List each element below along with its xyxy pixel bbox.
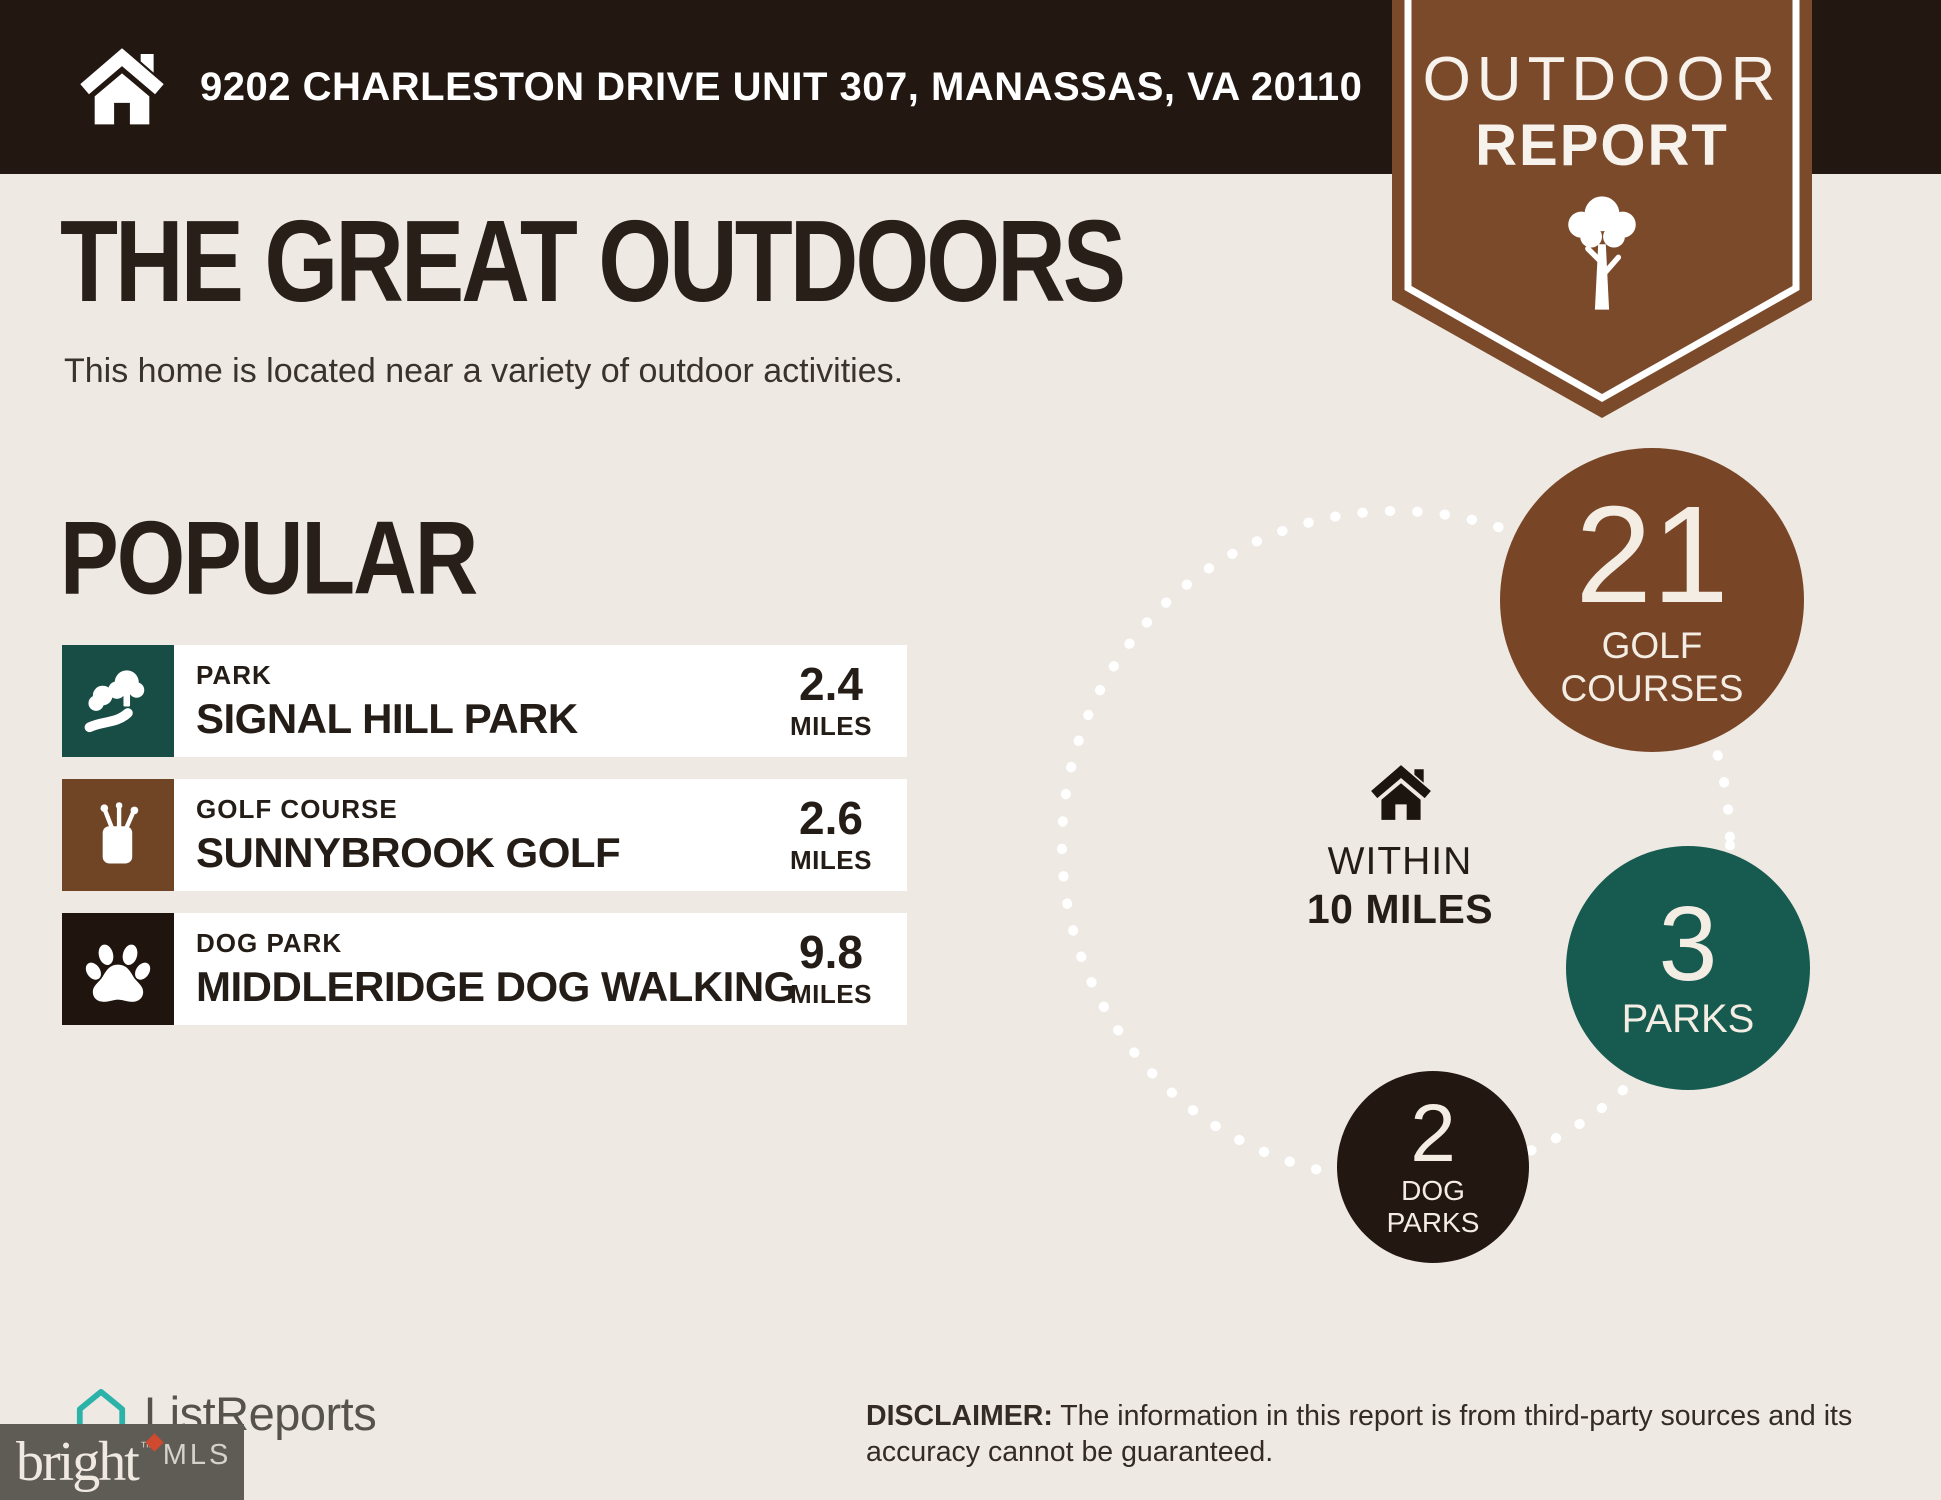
park-distance: 2.4 MILES (761, 645, 907, 757)
category-label: DOG PARK (196, 927, 343, 958)
disclaimer-label: DISCLAIMER: (866, 1400, 1053, 1432)
bright-mls-logo: bright ™ MLS (0, 1424, 244, 1500)
stat-value: 2 (1410, 1087, 1456, 1179)
mls-wordmark: MLS (162, 1439, 232, 1471)
place-name: SIGNAL HILL PARK (196, 694, 578, 742)
category-label: GOLF COURSE (196, 793, 398, 824)
list-item-dogpark: DOG PARK MIDDLERIDGE DOG WALKING 9.8 MIL… (62, 913, 907, 1025)
distance-value: 2.6 (799, 791, 863, 844)
ribbon-title-line1: OUTDOOR (1422, 45, 1782, 114)
park-trees-icon (84, 670, 145, 733)
dogpark-distance: 9.8 MILES (761, 913, 907, 1025)
place-name: SUNNYBROOK GOLF (196, 828, 621, 876)
outdoor-report-ribbon: OUTDOOR REPORT (1392, 0, 1812, 420)
stat-dog-parks: 2 DOG PARKS (1337, 1071, 1529, 1263)
dogpark-tile (62, 913, 174, 1025)
category-label: PARK (196, 659, 272, 690)
distance-value: 9.8 (799, 925, 863, 978)
property-address: 9202 CHARLESTON DRIVE UNIT 307, MANASSAS… (200, 65, 1363, 109)
park-text: PARK SIGNAL HILL PARK (174, 645, 761, 757)
stat-label: GOLF COURSES (1560, 625, 1744, 709)
within-radius-label: WITHIN 10 MILES (1283, 840, 1517, 933)
page-title: THE GREAT OUTDOORS (60, 197, 1126, 327)
golf-tile (62, 779, 174, 891)
within-word: WITHIN (1327, 840, 1473, 883)
stat-parks: 3 PARKS (1566, 846, 1810, 1090)
disclaimer: DISCLAIMER: The information in this repo… (866, 1398, 1941, 1470)
popular-heading: POPULAR (60, 499, 478, 616)
golf-text: GOLF COURSE SUNNYBROOK GOLF (174, 779, 761, 891)
dogpark-text: DOG PARK MIDDLERIDGE DOG WALKING (174, 913, 796, 1025)
within-miles: 10 MILES (1306, 886, 1494, 932)
disclaimer-text: The information in this report is from t… (866, 1400, 1853, 1469)
distance-unit: MILES (790, 978, 872, 1009)
golf-bag-icon (100, 802, 139, 864)
ribbon-title-line2: REPORT (1475, 113, 1729, 178)
park-tile (62, 645, 174, 757)
golf-distance: 2.6 MILES (761, 779, 907, 891)
stat-value: 3 (1658, 884, 1718, 1003)
stat-value: 21 (1575, 477, 1729, 632)
stat-label: DOG PARKS (1386, 1174, 1480, 1238)
popular-list: PARK SIGNAL HILL PARK 2.4 MILES (62, 645, 907, 1047)
stat-label: PARKS (1621, 997, 1755, 1042)
distance-unit: MILES (790, 710, 872, 741)
distance-value: 2.4 (799, 657, 863, 710)
stat-golf-courses: 21 GOLF COURSES (1500, 448, 1804, 752)
list-item-park: PARK SIGNAL HILL PARK 2.4 MILES (62, 645, 907, 757)
paw-icon (85, 944, 151, 1002)
bright-wordmark: bright (16, 1431, 140, 1493)
within-home-icon (1371, 765, 1431, 820)
page-subtitle: This home is located near a variety of o… (64, 352, 904, 390)
place-name: MIDDLERIDGE DOG WALKING (196, 962, 796, 1010)
tree-icon (1568, 196, 1636, 310)
list-item-golf: GOLF COURSE SUNNYBROOK GOLF 2.6 MILES (62, 779, 907, 891)
home-icon (80, 48, 164, 125)
distance-unit: MILES (790, 844, 872, 875)
